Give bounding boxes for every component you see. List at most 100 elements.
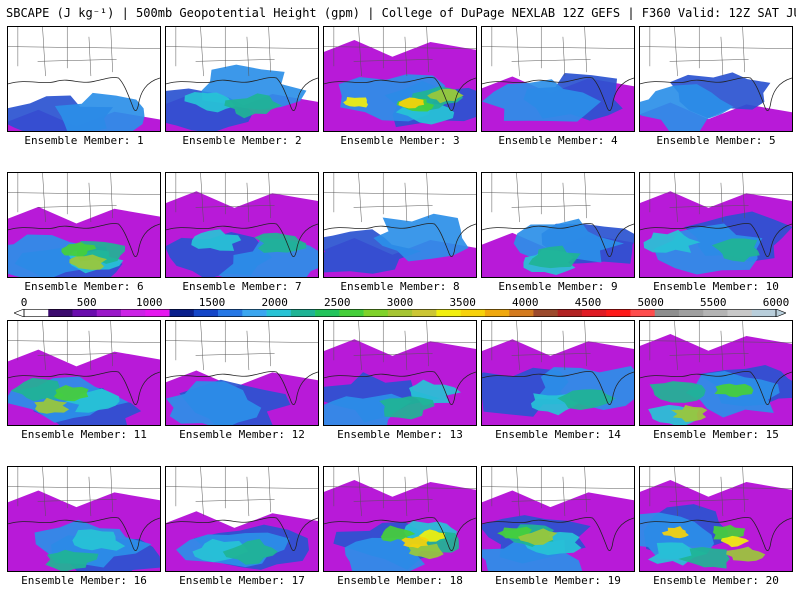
- state-borders: [482, 467, 634, 517]
- ensemble-member-label: Ensemble Member: 17: [179, 574, 305, 587]
- ensemble-member-label: Ensemble Member: 7: [182, 280, 302, 293]
- ensemble-member-label: Ensemble Member: 12: [179, 428, 305, 441]
- cape-field-contour: [222, 538, 278, 565]
- cape-field-contour: [10, 377, 65, 402]
- state-borders: [324, 27, 476, 77]
- colorbar-tick-label: 2000: [261, 296, 288, 309]
- ensemble-panel: Ensemble Member: 12: [165, 320, 319, 444]
- colorbar-swatch: [654, 309, 680, 317]
- state-borders: [482, 27, 634, 77]
- colorbar-tick-label: 0: [20, 296, 28, 309]
- ensemble-panel: Ensemble Member: 13: [323, 320, 477, 444]
- cape-field-contour: [518, 528, 558, 545]
- state-borders: [324, 467, 476, 517]
- state-borders: [324, 321, 476, 371]
- cape-field-contour: [427, 88, 464, 104]
- colorbar-swatch: [387, 309, 413, 317]
- coastline: [324, 371, 476, 406]
- cape-map: [481, 466, 635, 572]
- cape-field-contour: [643, 229, 701, 253]
- colorbar-min-arrow: [14, 309, 25, 317]
- coastline: [166, 517, 318, 552]
- colorbar-tick-label: 3000: [386, 296, 414, 309]
- cape-field-contour: [661, 526, 689, 539]
- ensemble-member-label: Ensemble Member: 3: [340, 134, 460, 147]
- colorbar-swatch: [630, 309, 656, 317]
- colorbar-swatch: [436, 309, 461, 317]
- state-borders: [8, 27, 160, 77]
- colorbar-swatch: [193, 309, 219, 317]
- ensemble-panel: Ensemble Member: 19: [481, 466, 635, 590]
- colorbar-tick-label: 1000: [136, 296, 163, 309]
- cape-map: [165, 320, 319, 426]
- map-title: SBCAPE (J kg⁻¹) | 500mb Geopotential Hei…: [6, 6, 796, 20]
- cape-field-contour: [720, 535, 750, 548]
- coastline: [640, 77, 792, 112]
- colorbar-swatch: [557, 309, 583, 317]
- cape-field-contour: [191, 229, 242, 251]
- ensemble-member-label: Ensemble Member: 10: [653, 280, 779, 293]
- colorbar-tick-label: 5500: [700, 296, 727, 309]
- colorbar-swatch: [266, 309, 292, 317]
- colorbar-tick-label: 1500: [198, 296, 226, 309]
- cape-field-contour: [254, 232, 307, 253]
- ensemble-panel: Ensemble Member: 20: [639, 466, 793, 590]
- cape-field-contour: [398, 97, 425, 109]
- state-borders: [482, 173, 634, 223]
- colorbar-swatch: [581, 309, 607, 317]
- cape-field-contour: [34, 397, 70, 414]
- cape-field-contour: [224, 93, 282, 119]
- state-borders: [166, 467, 318, 517]
- cape-field-contour: [678, 546, 730, 569]
- colorbar-swatch: [72, 309, 98, 317]
- ensemble-member-label: Ensemble Member: 11: [21, 428, 147, 441]
- colorbar-swatch: [460, 309, 486, 317]
- ensemble-panel: Ensemble Member: 14: [481, 320, 635, 444]
- coastline: [166, 371, 318, 406]
- state-borders: [166, 27, 318, 77]
- cape-map: [323, 172, 477, 278]
- cape-map: [7, 466, 161, 572]
- colorbar-swatch: [24, 309, 49, 317]
- ensemble-member-label: Ensemble Member: 16: [21, 574, 147, 587]
- cape-field-contour: [647, 542, 708, 566]
- cape-field-contour: [557, 389, 616, 410]
- ensemble-member-label: Ensemble Member: 13: [337, 428, 463, 441]
- cape-map: [165, 172, 319, 278]
- coastline: [8, 371, 160, 406]
- cape-field-contour: [670, 404, 708, 422]
- state-borders: [8, 467, 160, 517]
- cape-map: [7, 320, 161, 426]
- cape-map: [639, 26, 793, 132]
- coastline: [640, 371, 792, 406]
- colorbar-tick-label: 6000: [762, 296, 790, 309]
- coastline: [324, 77, 476, 112]
- colorbar-swatch: [290, 309, 316, 317]
- coastline: [482, 77, 634, 112]
- colorbar-tick-label: 2500: [324, 296, 351, 309]
- cape-map: [165, 26, 319, 132]
- ensemble-member-label: Ensemble Member: 2: [182, 134, 302, 147]
- cape-field-contour: [54, 92, 145, 131]
- cape-field-contour: [380, 525, 416, 542]
- state-borders: [482, 321, 634, 371]
- coastline: [324, 517, 476, 552]
- cape-field-contour: [69, 254, 107, 270]
- cape-map: [639, 172, 793, 278]
- colorbar-tick-label: 500: [76, 296, 97, 309]
- ensemble-panel: Ensemble Member: 4: [481, 26, 635, 150]
- cape-map: [165, 466, 319, 572]
- colorbar-swatch: [484, 309, 510, 317]
- ensemble-member-label: Ensemble Member: 15: [653, 428, 779, 441]
- ensemble-panel: Ensemble Member: 8: [323, 172, 477, 296]
- colorbar-tick-label: 4000: [512, 296, 539, 309]
- cape-field-contour: [401, 536, 429, 549]
- coastline: [482, 223, 634, 258]
- coastline: [166, 223, 318, 258]
- cape-map: [323, 466, 477, 572]
- cape-map: [7, 26, 161, 132]
- ensemble-member-label: Ensemble Member: 14: [495, 428, 621, 441]
- cape-map: [323, 320, 477, 426]
- ensemble-panel: Ensemble Member: 18: [323, 466, 477, 590]
- ensemble-panel: Ensemble Member: 5: [639, 26, 793, 150]
